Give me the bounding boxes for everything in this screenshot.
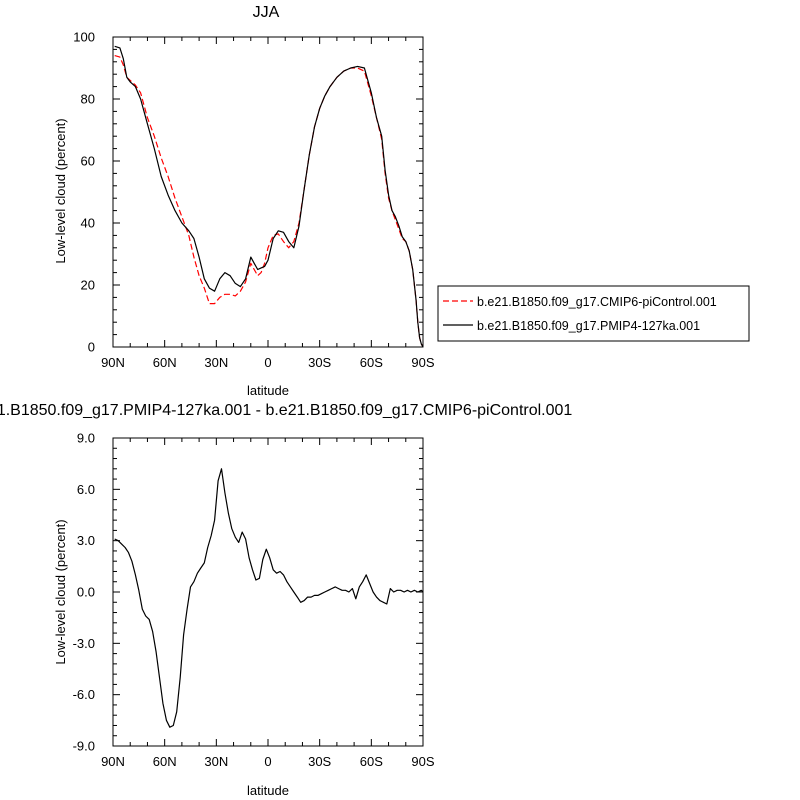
y-tick-label: 100 xyxy=(73,30,95,45)
chart-top-series xyxy=(114,45,424,348)
x-tick-label: 60N xyxy=(153,355,177,370)
chart-top-xlabel: latitude xyxy=(247,383,289,398)
y-tick-label: 9.0 xyxy=(77,431,95,446)
x-tick-label: 0 xyxy=(264,355,271,370)
chart-bottom-ylabel: Low-level cloud (percent) xyxy=(53,519,68,664)
chart-top-ticks: 90N 60N 30N 0 30S 60S 90S 0 20 40 60 80 100 xyxy=(73,30,435,371)
x-tick-label: 0 xyxy=(264,754,271,769)
y-tick-label: 3.0 xyxy=(77,533,95,548)
x-tick-label: 90N xyxy=(101,754,125,769)
x-tick-label: 90S xyxy=(411,754,434,769)
top-series-line-1 xyxy=(114,45,424,348)
chart-top-frame xyxy=(112,36,424,348)
legend: b.e21.B1850.f09_g17.CMIP6-piControl.001 … xyxy=(437,285,750,342)
y-tick-label: 40 xyxy=(81,216,95,231)
chart-bottom: b.e21.B1850.f09_g17.PMIP4-127ka.001 - b.… xyxy=(0,402,572,798)
chart-top-title: JJA xyxy=(253,4,280,21)
x-tick-label: 90N xyxy=(101,355,125,370)
chart-top: JJA Low-level cloud (percent) latitude 9… xyxy=(53,4,435,398)
x-tick-label: 30N xyxy=(204,754,228,769)
x-tick-label: 60S xyxy=(360,355,383,370)
x-tick-label: 90S xyxy=(411,355,434,370)
chart-bottom-ticks: 90N 60N 30N 0 30S 60S 90S -9.0 -6.0 -3.0 0.0 3.0 6.0… xyxy=(73,431,435,770)
legend-label-control: b.e21.B1850.f09_g17.CMIP6-piControl.001 xyxy=(477,295,717,309)
x-tick-label: 60N xyxy=(153,754,177,769)
bottom-series-line-0 xyxy=(114,468,424,728)
legend-label-127ka: b.e21.B1850.f09_g17.PMIP4-127ka.001 xyxy=(477,319,700,333)
x-tick-label: 30N xyxy=(204,355,228,370)
y-tick-label: 80 xyxy=(81,92,95,107)
y-tick-label: -6.0 xyxy=(73,687,95,702)
legend-box xyxy=(437,285,750,342)
x-tick-label: 30S xyxy=(308,754,331,769)
chart-bottom-series xyxy=(114,468,424,728)
y-tick-label: -3.0 xyxy=(73,636,95,651)
chart-bottom-xlabel: latitude xyxy=(247,783,289,798)
y-tick-label: -9.0 xyxy=(73,739,95,754)
top-series-line-0 xyxy=(114,55,424,348)
y-tick-label: 60 xyxy=(81,154,95,169)
chart-bottom-frame xyxy=(112,437,424,747)
y-tick-label: 6.0 xyxy=(77,482,95,497)
x-tick-label: 30S xyxy=(308,355,331,370)
chart-top-ylabel: Low-level cloud (percent) xyxy=(53,118,68,263)
y-tick-label: 0 xyxy=(88,340,95,355)
chart-bottom-title: b.e21.B1850.f09_g17.PMIP4-127ka.001 - b.… xyxy=(0,402,572,419)
y-tick-label: 0.0 xyxy=(77,585,95,600)
x-tick-label: 60S xyxy=(360,754,383,769)
y-tick-label: 20 xyxy=(81,278,95,293)
